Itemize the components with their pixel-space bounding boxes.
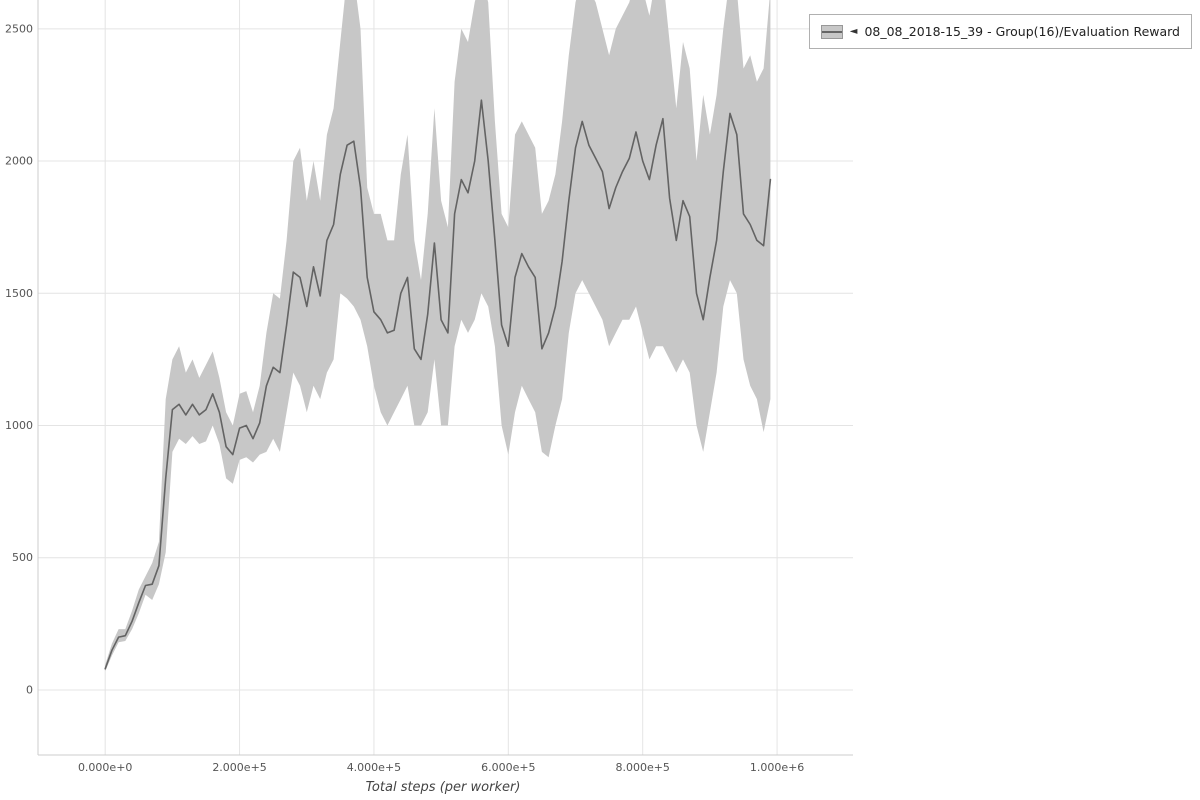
legend-line-swatch-icon — [821, 30, 842, 33]
x-tick-label: 6.000e+5 — [481, 761, 535, 774]
y-tick-label: 2500 — [5, 22, 33, 35]
x-tick-label: 4.000e+5 — [347, 761, 401, 774]
legend-series-label: 08_08_2018-15_39 - Group(16)/Evaluation … — [864, 24, 1180, 39]
axis-spines — [37, 0, 853, 756]
tick-labels: 0 500 1000 1500 2000 2500 0.000e+0 2.000e+5 4.00… — [5, 22, 804, 774]
x-tick-label: 2.000e+5 — [212, 761, 266, 774]
y-tick-label: 0 — [26, 683, 33, 696]
y-tick-label: 1500 — [5, 287, 33, 300]
x-tick-label: 0.000e+0 — [78, 761, 132, 774]
y-tick-label: 1000 — [5, 419, 33, 432]
legend[interactable]: ◄ 08_08_2018-15_39 - Group(16)/Evaluatio… — [808, 14, 1192, 49]
legend-band-swatch-icon — [820, 24, 843, 39]
y-tick-label: 500 — [12, 551, 33, 564]
x-tick-label: 8.000e+5 — [615, 761, 669, 774]
y-tick-label: 2000 — [5, 155, 33, 168]
x-axis-label: Total steps (per worker) — [365, 780, 521, 795]
mean-line — [104, 99, 772, 670]
collapse-arrow-icon[interactable]: ◄ — [849, 25, 858, 37]
x-tick-label: 1.000e+6 — [750, 761, 804, 774]
confidence-band — [105, 0, 771, 672]
